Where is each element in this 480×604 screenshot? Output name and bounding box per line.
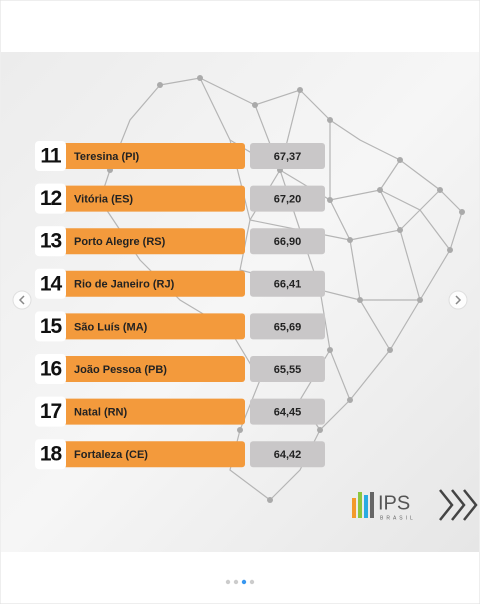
score: 67,20 — [274, 194, 302, 206]
carousel-prev[interactable] — [12, 290, 32, 310]
name-bar — [44, 398, 245, 425]
score: 64,45 — [274, 407, 302, 419]
ranking-row: 12 Vitória (ES) 67,20 — [35, 183, 325, 214]
ranking-row: 17 Natal (RN) 64,45 — [35, 396, 325, 427]
score-box — [250, 185, 325, 212]
city-name: Vitória (ES) — [74, 194, 133, 206]
logo: IPS BRASIL — [352, 492, 416, 521]
score-box — [250, 228, 325, 255]
name-bar — [44, 185, 245, 212]
ranking-row: 13 Porto Alegre (RS) 66,90 — [35, 226, 325, 257]
city-name: Fortaleza (CE) — [74, 449, 148, 461]
ranking-row: 18 Fortaleza (CE) 64,42 — [35, 439, 325, 470]
name-bar — [44, 313, 245, 340]
score-box — [250, 270, 325, 297]
rank: 13 — [40, 230, 62, 253]
name-bar — [44, 228, 245, 255]
ranking-row: 15 São Luís (MA) 65,69 — [35, 311, 325, 342]
carousel-dots — [225, 579, 255, 585]
post-image — [1, 52, 479, 552]
rank-badge — [35, 226, 66, 257]
score: 64,42 — [274, 449, 302, 461]
chevrons — [439, 489, 478, 521]
name-bar — [44, 356, 245, 382]
logo-subtitle: BRASIL — [380, 515, 416, 521]
carousel-next[interactable] — [448, 290, 468, 310]
score-box — [250, 313, 325, 340]
city-name: Natal (RN) — [74, 407, 128, 419]
score-box — [250, 441, 325, 468]
score-box — [250, 143, 325, 169]
rank: 14 — [40, 272, 63, 295]
score-box — [250, 398, 325, 425]
logo-name: IPS — [378, 492, 410, 514]
city-name: Teresina (PI) — [74, 151, 140, 163]
ranking-row: 14 Rio de Janeiro (RJ) 66,41 — [35, 268, 325, 299]
score: 67,37 — [274, 151, 302, 163]
rank: 11 — [40, 145, 62, 168]
name-bar — [44, 143, 245, 169]
rank-badge — [35, 354, 66, 384]
score: 65,69 — [274, 321, 302, 333]
city-name: João Pessoa (PB) — [74, 364, 167, 376]
rank-badge — [35, 439, 66, 470]
city-name: Rio de Janeiro (RJ) — [74, 279, 175, 291]
score: 66,90 — [274, 236, 302, 248]
city-name: São Luís (MA) — [74, 321, 148, 333]
rank-badge — [35, 311, 66, 342]
rank-badge — [35, 141, 66, 171]
rank: 18 — [40, 443, 63, 466]
rank: 15 — [40, 315, 63, 338]
rank: 16 — [40, 358, 62, 381]
rank-badge — [35, 396, 66, 427]
network-nodes — [107, 75, 465, 503]
score: 65,55 — [274, 364, 302, 376]
name-bar — [44, 441, 245, 468]
score: 66,41 — [274, 279, 302, 291]
ranking-row: 11 Teresina (PI) 67,37 — [35, 141, 325, 171]
rank: 12 — [40, 187, 62, 210]
rank-badge — [35, 183, 66, 214]
name-bar — [44, 270, 245, 297]
score-box — [250, 356, 325, 382]
ranking-row: 16 João Pessoa (PB) 65,55 — [35, 354, 325, 384]
rank: 17 — [40, 400, 62, 423]
rank-badge — [35, 268, 66, 299]
city-name: Porto Alegre (RS) — [74, 236, 166, 248]
